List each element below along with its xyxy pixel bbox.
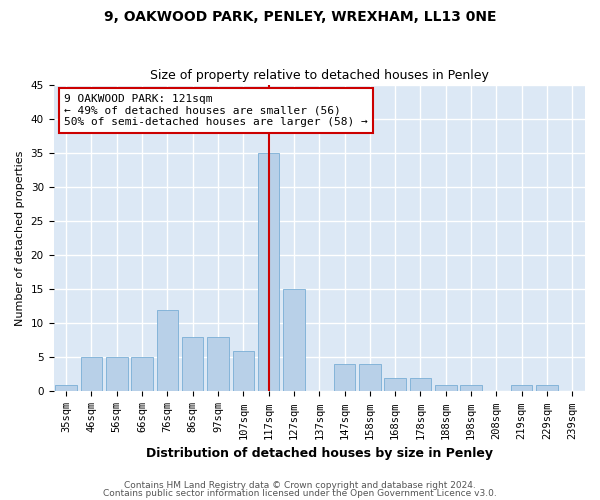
Y-axis label: Number of detached properties: Number of detached properties (15, 150, 25, 326)
Bar (359, 364, 380, 392)
Title: Size of property relative to detached houses in Penley: Size of property relative to detached ho… (150, 69, 489, 82)
Bar (106, 358, 128, 392)
Bar (385, 378, 406, 392)
Bar (460, 384, 482, 392)
Text: Contains public sector information licensed under the Open Government Licence v3: Contains public sector information licen… (103, 488, 497, 498)
Text: 9 OAKWOOD PARK: 121sqm
← 49% of detached houses are smaller (56)
50% of semi-det: 9 OAKWOOD PARK: 121sqm ← 49% of detached… (64, 94, 368, 127)
Bar (182, 337, 203, 392)
Bar (258, 153, 280, 392)
Bar (233, 350, 254, 392)
Bar (410, 378, 431, 392)
Bar (207, 337, 229, 392)
Bar (536, 384, 558, 392)
X-axis label: Distribution of detached houses by size in Penley: Distribution of detached houses by size … (146, 447, 493, 460)
Text: Contains HM Land Registry data © Crown copyright and database right 2024.: Contains HM Land Registry data © Crown c… (124, 481, 476, 490)
Bar (55, 384, 77, 392)
Bar (131, 358, 153, 392)
Bar (334, 364, 355, 392)
Bar (81, 358, 102, 392)
Bar (283, 289, 305, 392)
Bar (157, 310, 178, 392)
Bar (435, 384, 457, 392)
Bar (511, 384, 532, 392)
Text: 9, OAKWOOD PARK, PENLEY, WREXHAM, LL13 0NE: 9, OAKWOOD PARK, PENLEY, WREXHAM, LL13 0… (104, 10, 496, 24)
